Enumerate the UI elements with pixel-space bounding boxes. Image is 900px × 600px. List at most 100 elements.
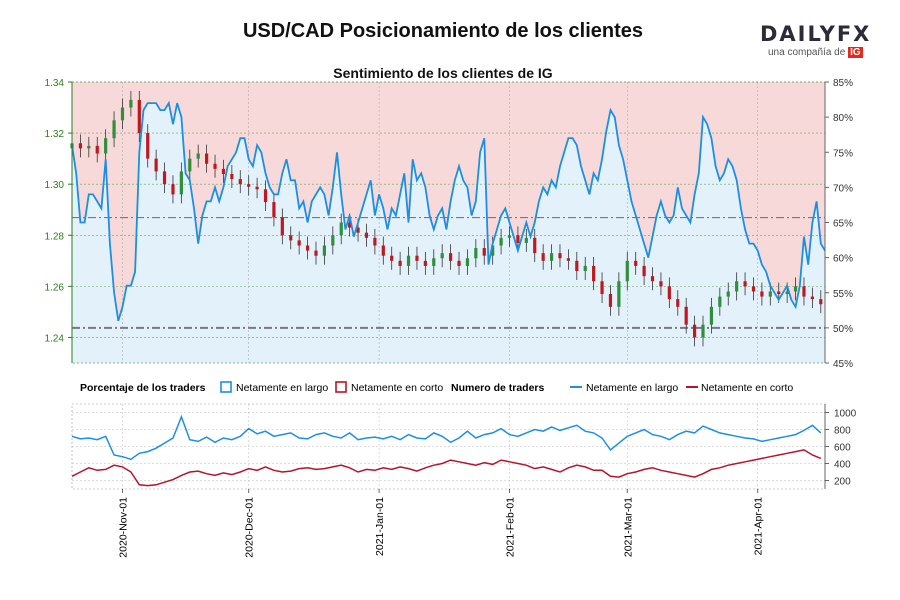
chart-subtitle: Sentimiento de los clientes de IG — [333, 65, 553, 81]
candle-body — [625, 260, 629, 282]
candle-body — [575, 260, 579, 272]
candle-body — [541, 253, 545, 261]
candle-body — [205, 153, 209, 164]
candle-body — [314, 250, 318, 256]
candle-body — [760, 291, 764, 297]
candle-body — [684, 306, 688, 325]
candle-body — [802, 286, 806, 297]
candle-body — [112, 120, 116, 139]
y-tick-label-left: 1.24 — [45, 333, 65, 344]
candle-body — [289, 235, 293, 241]
count-tick-label: 1000 — [834, 409, 857, 420]
candle-body — [634, 260, 638, 266]
candle-body — [95, 145, 99, 154]
candle-body — [280, 217, 284, 236]
y-tick-label-right: 75% — [833, 148, 853, 159]
candle-body — [751, 286, 756, 292]
candle-body — [188, 158, 192, 172]
candle-body — [356, 227, 360, 233]
candle-body — [440, 253, 444, 259]
candle-body — [617, 281, 621, 307]
candle-body — [406, 255, 411, 266]
legend-title-percent: Porcentaje de los traders — [80, 382, 206, 394]
net-long-count-line — [71, 414, 822, 461]
candle-body — [482, 248, 486, 256]
candle-body — [701, 324, 705, 338]
candle-body — [768, 291, 772, 297]
candle-body — [364, 232, 369, 238]
candle-body — [331, 235, 335, 246]
candle-body — [171, 184, 175, 195]
candle-body — [793, 286, 798, 292]
x-tick-label: 2020-Dec-01 — [244, 497, 256, 558]
count-tick-label: 400 — [834, 460, 851, 471]
net-short-count-line — [71, 449, 822, 487]
y-tick-label-left: 1.30 — [45, 180, 65, 191]
candle-body — [432, 258, 436, 266]
y-tick-label-left: 1.26 — [45, 282, 65, 293]
candle-body — [516, 235, 520, 243]
candle-body — [819, 299, 823, 305]
y-tick-label-right: 65% — [833, 219, 853, 230]
legend-swatch-short-pct — [335, 381, 347, 393]
candle-body — [507, 235, 512, 238]
candle-body — [735, 281, 739, 292]
candle-body — [474, 248, 478, 259]
y-tick-label-right: 70% — [833, 183, 853, 194]
y-tick-label-left: 1.28 — [45, 231, 65, 242]
dailyfx-logo: DAILYFX una compañía de IG — [760, 22, 872, 58]
candle-body — [162, 171, 167, 185]
candle-body — [179, 171, 183, 195]
logo-text: DAILYFX — [760, 22, 872, 46]
y-tick-label-right: 80% — [833, 113, 853, 124]
candle-body — [398, 260, 402, 266]
candle-body — [247, 184, 251, 187]
candle-body — [726, 291, 730, 297]
legend-label-long-pct: Netamente en largo — [236, 382, 328, 394]
candle-body — [659, 281, 663, 287]
count-tick-label: 600 — [834, 443, 851, 454]
y-tick-label-right: 60% — [833, 254, 853, 265]
candle-body — [263, 189, 268, 203]
candle-body — [743, 281, 747, 287]
candle-body — [566, 258, 570, 261]
y-tick-label-left: 1.32 — [45, 129, 65, 140]
candle-body — [137, 99, 141, 134]
candle-body — [533, 237, 537, 254]
y-tick-label-left: 1.34 — [45, 78, 65, 89]
candle-body — [423, 260, 427, 266]
candle-body — [272, 202, 276, 218]
candle-body — [322, 245, 327, 256]
candle-body — [390, 255, 394, 261]
count-tick-label: 800 — [834, 426, 851, 437]
candle-body — [549, 253, 554, 261]
legend-swatch-long-pct — [220, 381, 232, 393]
candle-body — [676, 299, 680, 307]
candle-body — [238, 179, 242, 185]
candle-body — [709, 306, 714, 325]
candle-body — [196, 153, 200, 159]
count-tick-label: 200 — [834, 477, 851, 488]
x-tick-label: 2021-Apr-01 — [753, 497, 765, 556]
candle-body — [592, 265, 596, 282]
x-tick-label: 2021-Feb-01 — [504, 497, 516, 557]
candle-body — [129, 99, 133, 108]
net-long-percent-line — [71, 100, 826, 322]
candle-body — [785, 291, 789, 295]
candle-body — [415, 255, 419, 261]
ig-logo: IG — [848, 47, 863, 58]
candle-body — [465, 258, 470, 266]
candle-body — [583, 265, 587, 272]
candle-body — [339, 222, 343, 236]
candle-body — [154, 158, 158, 172]
candle-body — [255, 186, 259, 190]
candle-body — [87, 145, 91, 149]
y-tick-label-right: 55% — [833, 289, 853, 300]
candle-body — [373, 237, 377, 246]
y-tick-label-right: 45% — [833, 359, 853, 370]
candle-body — [297, 240, 301, 246]
legend-label-short-pct: Netamente en corto — [351, 382, 443, 394]
candle-body — [381, 245, 385, 256]
candle-body — [777, 291, 781, 295]
